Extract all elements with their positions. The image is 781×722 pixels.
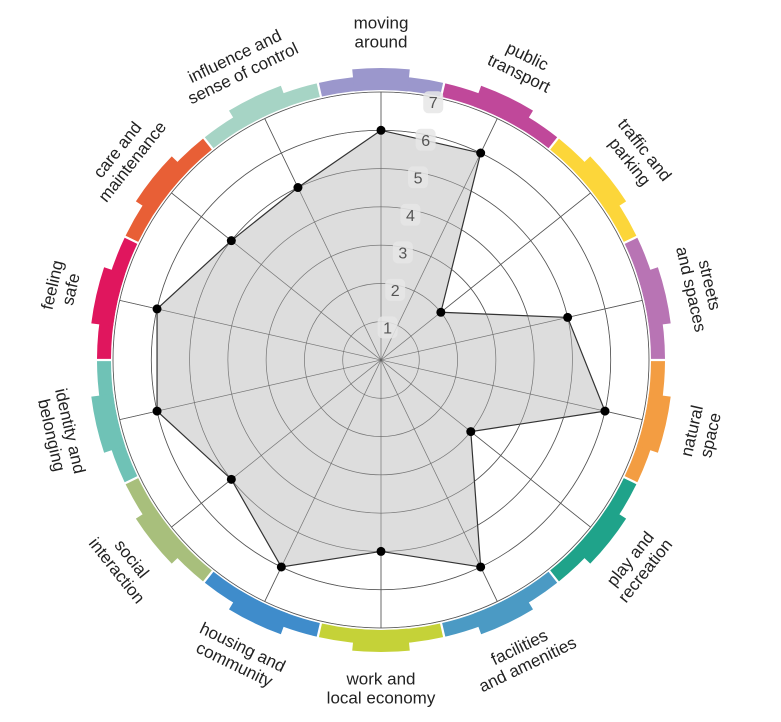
tick-label-1: 1 [377,316,398,339]
tick-label-bg [377,316,398,339]
tick-label-7: 7 [423,91,444,114]
spoke-overlay-9 [171,359,382,528]
tick-label-bg [392,241,413,264]
tick-label-bg [408,166,429,189]
tick-label-bg [415,128,436,151]
category-label-line: moving [354,14,409,33]
tick-label-5: 5 [408,166,429,189]
spoke-overlay-12 [171,192,382,361]
tick-label-bg [400,203,421,226]
spoke-overlay-13 [264,118,382,361]
ring-segment-raised-1 [473,85,534,130]
category-label-line: around [355,33,408,52]
data-point-play-and-recreation [466,427,476,437]
ring-segment-raised-6 [473,590,534,635]
spoke-overlay-8 [264,359,382,602]
tick-label-4: 4 [400,203,421,226]
data-point-public-transport [476,148,486,158]
data-series [112,91,650,629]
data-point-feeling-safe [152,304,162,314]
ring-segment-raised-11 [91,267,125,327]
ring-segment-raised-4 [637,393,671,453]
data-point-influence-and-sense-of-control [293,183,303,193]
spoke-overlay-4 [380,359,643,420]
data-point-traffic-and-parking [436,307,446,317]
ring-segment-raised-0 [352,67,410,92]
data-point-moving-around [376,125,386,135]
ring-segment-raised-7 [352,628,410,652]
tick-label-6: 6 [415,128,436,151]
ring-segment-raised-3 [637,267,671,327]
ring-segment-raised-10 [91,393,125,453]
data-point-care-and-maintenance [226,236,236,246]
data-point-natural-space [600,406,610,416]
category-label-line: work and [346,670,416,689]
spoke-overlay-11 [119,300,382,361]
tick-label-text: 3 [398,245,407,262]
tick-label-bg [385,278,406,301]
data-point-facilities-and-amenities [476,562,486,572]
spoke-overlay-10 [119,359,382,420]
ring-segment-raised-2 [574,156,627,214]
category-label-line: local economy [327,689,436,708]
category-ring [91,67,671,652]
tick-label-text: 4 [406,208,415,225]
spoke-overlay-5 [380,359,591,528]
ring-segment-raised-8 [228,590,289,635]
radial-tick-labels: 1 2 3 4 5 6 7 [377,91,444,339]
tick-label-3: 3 [392,241,413,264]
spoke-overlay-2 [380,192,591,361]
ring-segment-raised-13 [228,85,289,130]
ring-segment-raised-5 [574,506,627,564]
ring-segment-raised-9 [135,506,188,564]
tick-label-text: 7 [429,95,438,112]
data-point-work-and-local-economy [376,546,386,556]
data-point-housing-and-community [276,562,286,572]
data-point-streets-and-spaces [563,312,573,322]
tick-label-text: 5 [414,170,423,187]
tick-label-text: 6 [421,133,430,150]
tick-label-2: 2 [385,278,406,301]
data-point-identity-and-belonging [152,406,162,416]
tick-label-text: 1 [383,320,392,337]
ring-segment-raised-12 [135,156,188,214]
spoke-overlay-3 [380,300,643,361]
tick-label-bg [423,91,444,114]
spoke-overlay-6 [380,359,498,602]
data-point-social-interaction [226,474,236,484]
tick-label-text: 2 [391,283,400,300]
spoke-overlay-1 [380,118,498,361]
